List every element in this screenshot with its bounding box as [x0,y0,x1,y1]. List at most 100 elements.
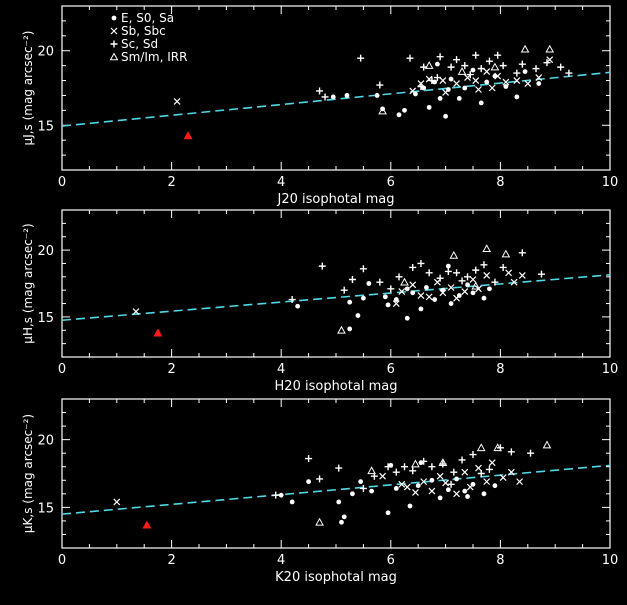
data-point-circle [492,483,498,489]
data-point-cross [447,284,455,291]
data-point-cross [442,479,450,487]
data-point-cross [436,472,444,480]
data-point-plus [507,448,515,456]
data-point-cross [505,269,513,277]
data-point-plus [376,81,384,89]
data-point-circle [374,93,380,98]
data-point-plus [447,480,455,488]
data-point-circle [289,499,295,505]
data-point-cross [392,300,400,307]
x-tick-label: 10 [602,362,619,377]
y-tick-label: 20 [37,244,54,259]
data-point-cross [466,483,474,491]
data-point-circle [434,61,440,67]
data-point-cross [475,464,482,472]
data-point-plus [335,464,343,472]
data-point-plus [477,65,485,73]
data-point-circle [536,81,542,86]
data-point-plus [444,267,452,275]
data-point-circle [393,297,399,302]
legend-label: Sc, Sd [121,37,158,51]
data-point-circle [470,67,476,73]
data-point-plus [513,69,521,77]
data-point-cross [488,84,496,92]
data-point-plus [458,456,466,464]
data-point-circle [445,263,451,269]
x-tick-label: 2 [167,175,175,190]
data-point-cross [425,293,433,301]
data-point-triangle [520,44,530,53]
x-axis-label: K20 isophotal mag [275,570,397,585]
data-point-triangle [542,440,552,449]
data-point-circle [336,499,342,505]
highlight-point [142,520,152,529]
data-point-cross [132,308,140,315]
data-point-plus [499,263,507,271]
data-point-cross [453,294,460,302]
data-point-cross [412,489,419,496]
highlight-point [183,131,193,140]
data-point-plus [461,62,469,70]
data-point-cross [507,468,515,476]
data-point-plus [384,463,392,471]
data-point-plus [387,285,395,293]
x-tick-label: 10 [602,175,619,190]
y-tick-label: 20 [37,45,54,60]
data-point-triangle [482,244,492,253]
data-point-triangle [337,325,346,334]
data-point-circle [470,290,476,296]
data-point-plus [450,468,458,476]
data-point-circle [396,112,402,118]
data-point-plus [395,273,403,281]
data-point-triangle [378,106,387,115]
data-point-plus [357,54,365,62]
x-tick-label: 2 [167,553,175,568]
x-tick-label: 0 [58,175,66,190]
data-point-circle [481,491,487,497]
data-point-triangle [109,52,119,61]
data-point-circle [382,294,388,300]
data-point-circle [465,494,470,499]
data-point-circle [437,96,443,101]
data-point-plus [557,63,565,71]
data-point-circle [426,104,432,110]
data-point-plus [491,278,499,286]
data-point-plus [436,274,444,282]
data-point-triangle [424,61,434,69]
data-point-circle [306,479,311,485]
data-point-plus [453,56,461,64]
data-point-circle [295,303,301,309]
data-point-cross [461,288,469,295]
data-point-cross [398,480,406,488]
data-point-circle [385,510,391,516]
data-point-circle [418,306,424,312]
x-tick-label: 4 [277,175,285,190]
data-point-plus [376,278,384,286]
x-tick-label: 6 [387,362,395,377]
data-point-plus [453,269,461,277]
data-point-circle [445,487,451,493]
data-point-plus [480,261,488,269]
x-tick-label: 0 [58,362,66,377]
data-point-circle [393,486,399,491]
data-point-circle [111,15,117,21]
data-point-plus [316,475,324,483]
data-point-triangle [400,277,409,286]
y-axis-label: μJ,s (mag arcsec⁻²) [21,31,35,146]
data-point-plus [447,63,455,71]
data-point-plus [472,51,480,59]
data-point-plus [428,77,436,85]
data-point-circle [424,285,429,290]
data-point-cross [483,68,491,76]
data-point-circle [429,477,435,483]
data-point-circle [350,491,355,497]
data-point-cross [483,478,491,486]
data-point-triangle [438,458,448,466]
data-point-plus [425,269,433,277]
data-point-circle [404,286,410,292]
data-point-cross [453,80,460,87]
fit-line [61,274,611,322]
data-point-plus [409,263,417,271]
panel-j: 0 2 4 6 8 10 15 20 J20 isophotal mag μJ,s (mag ar… [21,5,619,207]
